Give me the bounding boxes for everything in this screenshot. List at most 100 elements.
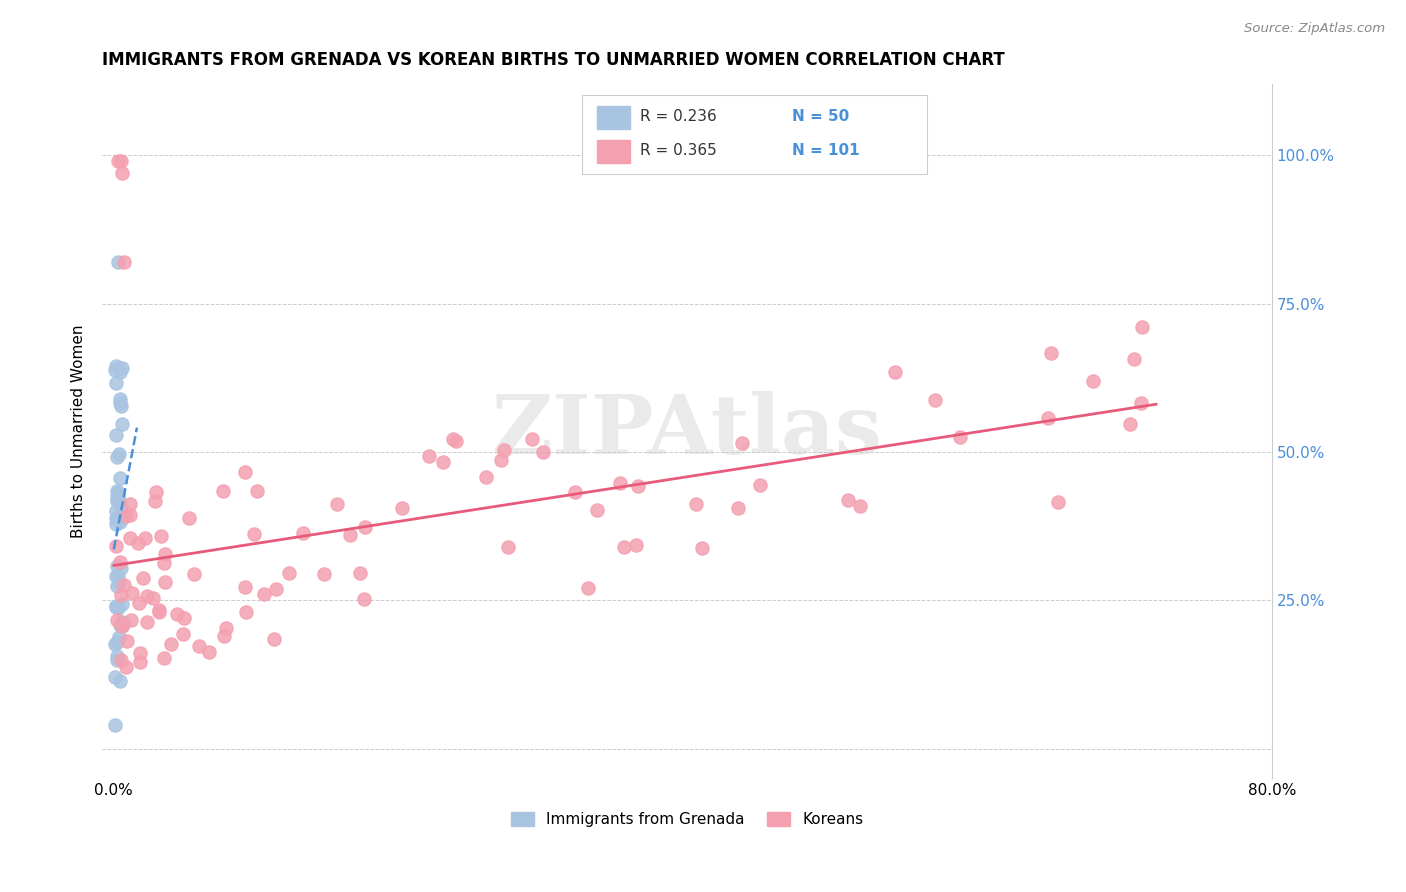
Point [128, 596, 150, 610]
Point [111, 417, 134, 432]
Point [108, 515, 131, 529]
Point [107, 486, 129, 500]
Point [153, 548, 176, 562]
Point [173, 611, 195, 625]
Point [110, 361, 132, 376]
Point [110, 399, 132, 413]
Point [1122, 352, 1144, 367]
FancyBboxPatch shape [598, 106, 630, 128]
Point [111, 166, 134, 180]
Point [115, 660, 138, 674]
Point [111, 508, 134, 523]
Point [111, 615, 134, 629]
Point [624, 538, 647, 552]
Point [104, 718, 127, 732]
Point [1130, 320, 1153, 334]
Point [531, 445, 554, 459]
Point [107, 154, 129, 169]
Point [475, 470, 498, 484]
Point [153, 575, 176, 590]
Point [263, 632, 285, 646]
Point [108, 508, 131, 522]
Point [110, 511, 132, 525]
Point [127, 535, 149, 549]
Point [291, 525, 314, 540]
Point [149, 529, 172, 543]
Point [108, 574, 131, 589]
Text: IMMIGRANTS FROM GRENADA VS KOREAN BIRTHS TO UNMARRIED WOMEN CORRELATION CHART: IMMIGRANTS FROM GRENADA VS KOREAN BIRTHS… [103, 51, 1005, 69]
Point [105, 558, 128, 573]
Point [105, 428, 128, 442]
Point [118, 531, 141, 545]
Y-axis label: Births to Unmarried Women: Births to Unmarried Women [72, 325, 86, 538]
Point [277, 566, 299, 580]
Point [112, 255, 135, 269]
Point [492, 443, 515, 458]
Point [105, 634, 128, 648]
Point [105, 492, 128, 507]
Point [107, 569, 129, 583]
Text: N = 50: N = 50 [793, 109, 849, 124]
Point [111, 619, 134, 633]
Point [107, 493, 129, 508]
Point [131, 571, 153, 585]
Point [111, 598, 134, 612]
Point [183, 567, 205, 582]
Point [233, 465, 256, 479]
FancyBboxPatch shape [598, 140, 630, 163]
Point [1130, 396, 1153, 410]
Point [104, 670, 127, 684]
Point [166, 607, 188, 622]
Point [108, 447, 131, 461]
Text: N = 101: N = 101 [793, 143, 860, 158]
Point [949, 430, 972, 444]
Point [108, 471, 131, 485]
Point [731, 436, 754, 450]
Point [112, 616, 135, 631]
Point [246, 484, 269, 499]
Point [105, 648, 128, 663]
Point [110, 588, 132, 602]
Point [142, 591, 165, 605]
Point [121, 585, 143, 599]
Point [924, 393, 946, 408]
Point [108, 555, 131, 569]
Point [108, 673, 131, 688]
Point [105, 512, 128, 526]
Point [136, 589, 159, 603]
Point [105, 450, 128, 464]
Point [627, 478, 650, 492]
Point [884, 366, 907, 380]
Point [135, 615, 157, 629]
Point [108, 618, 131, 632]
Point [353, 591, 375, 606]
Point [586, 503, 609, 517]
Point [520, 432, 543, 446]
Point [489, 453, 512, 467]
Point [107, 255, 129, 269]
Point [115, 633, 138, 648]
Point [105, 652, 128, 666]
Point [690, 541, 713, 555]
Point [143, 494, 166, 508]
Point [153, 651, 176, 665]
Point [115, 508, 138, 523]
Point [235, 605, 257, 619]
Point [179, 511, 201, 525]
Point [215, 621, 238, 635]
Point [349, 566, 371, 581]
Point [264, 582, 287, 597]
Point [107, 493, 129, 508]
Point [105, 504, 128, 518]
Point [354, 520, 377, 534]
Point [107, 578, 129, 592]
Text: Source: ZipAtlas.com: Source: ZipAtlas.com [1244, 22, 1385, 36]
Point [243, 527, 266, 541]
Point [118, 508, 141, 522]
Point [120, 497, 142, 511]
Point [613, 540, 636, 554]
Point [312, 566, 335, 581]
Point [391, 500, 413, 515]
Text: R = 0.236: R = 0.236 [640, 109, 717, 124]
Point [325, 497, 347, 511]
